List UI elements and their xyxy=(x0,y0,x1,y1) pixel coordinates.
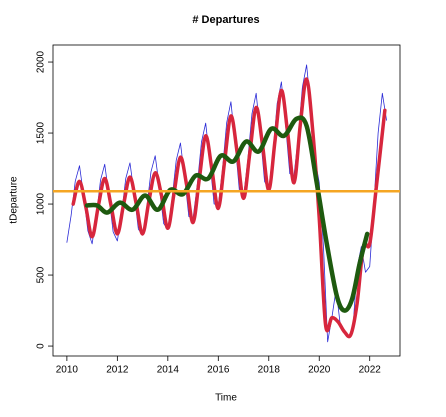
x-axis-label: Time xyxy=(215,393,237,404)
x-tick-label: 2018 xyxy=(258,365,281,376)
plot-frame xyxy=(52,44,401,357)
series-line xyxy=(84,115,370,313)
chart-title: # Departures xyxy=(192,14,259,26)
x-tick-label: 2014 xyxy=(157,365,180,376)
x-tick-label: 2022 xyxy=(359,365,382,376)
y-tick-label: 1500 xyxy=(36,121,47,144)
y-tick-label: 2000 xyxy=(36,50,47,73)
y-tick-label: 1000 xyxy=(36,192,47,215)
y-tick-label: 500 xyxy=(36,266,47,283)
y-axis-label: tDeparture xyxy=(9,176,20,224)
x-tick-label: 2016 xyxy=(207,365,230,376)
series-line xyxy=(71,77,387,339)
y-tick-label: 0 xyxy=(36,343,47,349)
x-tick-label: 2010 xyxy=(56,365,79,376)
x-tick-label: 2012 xyxy=(106,365,129,376)
x-tick-label: 2020 xyxy=(308,365,331,376)
